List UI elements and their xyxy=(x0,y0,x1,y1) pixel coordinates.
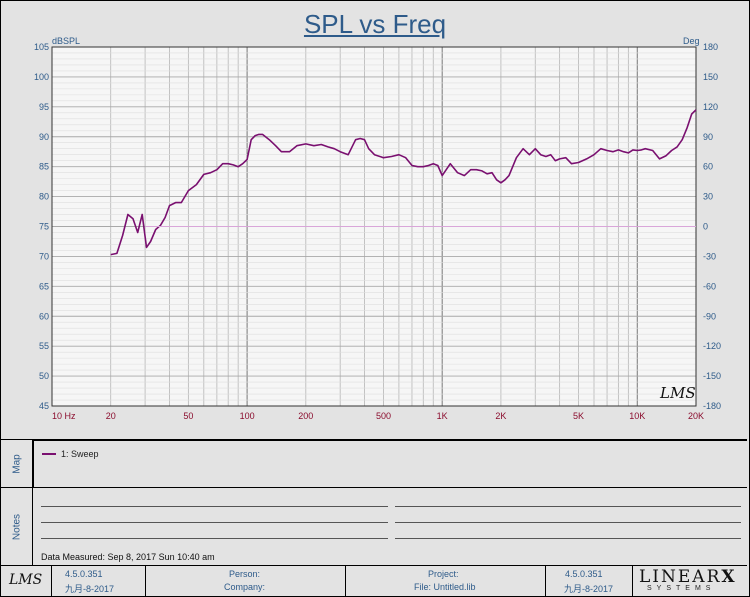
x-tick-label: 10 Hz xyxy=(52,411,76,421)
y-tick-label: 90 xyxy=(39,132,49,142)
footer-logo-cell: LMS xyxy=(1,566,52,596)
y-tick-label: 80 xyxy=(39,192,49,202)
x-tick-label: 20K xyxy=(688,411,704,421)
linearx-logo: LINEARX SYSTEMS xyxy=(633,566,747,596)
legend-swatch xyxy=(42,453,56,455)
y-tick-label: 105 xyxy=(34,42,49,52)
spl-chart: 10 Hz 20 50 100 200 500 1K 2K 5K 10K 20K1051009590… xyxy=(34,36,721,421)
chart-title: SPL vs Freq xyxy=(303,9,447,39)
notes-panel: Notes Data Measured: Sep 8, 2017 Sun 10:… xyxy=(1,487,747,565)
notes-area[interactable]: Data Measured: Sep 8, 2017 Sun 10:40 am xyxy=(33,488,747,565)
footer-version-cell: 4.5.0.351 九月-8-2017 xyxy=(52,566,146,596)
footer-date2: 九月-8-2017 xyxy=(564,584,614,594)
x-tick-label: 500 xyxy=(376,411,391,421)
footer-version2: 4.5.0.351 xyxy=(565,569,603,579)
y-tick-label: 70 xyxy=(39,251,49,261)
footer-version2-cell: 4.5.0.351 九月-8-2017 xyxy=(546,566,633,596)
footer-file: File: Untitled.lib xyxy=(414,582,476,592)
note-line xyxy=(395,538,741,539)
footer-version: 4.5.0.351 xyxy=(65,569,103,579)
y2-tick-label: 180 xyxy=(703,42,718,52)
note-line xyxy=(41,538,388,539)
left-axis-unit: dBSPL xyxy=(52,36,80,46)
y-tick-label: 50 xyxy=(39,371,49,381)
map-panel: Map 1: Sweep xyxy=(1,439,747,487)
y-tick-label: 100 xyxy=(34,72,49,82)
y-tick-label: 45 xyxy=(39,401,49,411)
brand-sub: SYSTEMS xyxy=(647,585,716,592)
note-line xyxy=(395,506,741,507)
x-tick-label: 10K xyxy=(629,411,645,421)
sweep-series-line xyxy=(110,109,697,256)
y2-tick-label: 60 xyxy=(703,162,713,172)
data-measured: Data Measured: Sep 8, 2017 Sun 10:40 am xyxy=(41,552,215,562)
x-tick-label: 200 xyxy=(298,411,313,421)
y2-tick-label: -180 xyxy=(703,401,721,411)
footer-person-cell: Person: Company: xyxy=(146,566,346,596)
y-tick-label: 85 xyxy=(39,162,49,172)
map-area: 1: Sweep xyxy=(33,440,747,487)
notes-side-label: Notes xyxy=(1,488,33,565)
x-tick-label: 20 xyxy=(106,411,116,421)
footer-company: Company: xyxy=(224,582,266,592)
footer-project-cell: Project: File: Untitled.lib xyxy=(346,566,546,596)
footer-bar: LMS 4.5.0.351 九月-8-2017 Person: Company:… xyxy=(1,565,747,596)
y2-tick-label: -30 xyxy=(703,251,716,261)
note-line xyxy=(41,506,388,507)
y2-tick-label: -90 xyxy=(703,311,716,321)
y2-tick-label: 30 xyxy=(703,192,713,202)
y2-tick-label: -60 xyxy=(703,281,716,291)
y-tick-label: 75 xyxy=(39,222,49,232)
y-tick-label: 65 xyxy=(39,281,49,291)
x-tick-label: 2K xyxy=(495,411,506,421)
y-tick-label: 60 xyxy=(39,311,49,321)
right-axis-unit: Deg xyxy=(683,36,700,46)
y-tick-label: 95 xyxy=(39,102,49,112)
footer-lms-logo: LMS xyxy=(9,572,43,588)
footer-project: Project: xyxy=(428,569,459,579)
x-tick-label: 1K xyxy=(437,411,448,421)
brand-mark: X xyxy=(721,567,737,587)
y2-tick-label: -120 xyxy=(703,341,721,351)
x-tick-label: 5K xyxy=(573,411,584,421)
lms-logo: LMS xyxy=(659,384,696,402)
legend-item[interactable]: 1: Sweep xyxy=(42,449,99,459)
y2-tick-label: 150 xyxy=(703,72,718,82)
note-line xyxy=(395,522,741,523)
y2-tick-label: -150 xyxy=(703,371,721,381)
footer-person: Person: xyxy=(229,569,261,579)
x-tick-label: 100 xyxy=(240,411,255,421)
x-tick-label: 50 xyxy=(183,411,193,421)
y2-tick-label: 120 xyxy=(703,102,718,112)
footer-date: 九月-8-2017 xyxy=(65,584,115,594)
y2-tick-label: 0 xyxy=(703,222,708,232)
note-line xyxy=(41,522,388,523)
y2-tick-label: 90 xyxy=(703,132,713,142)
y-tick-label: 55 xyxy=(39,341,49,351)
legend-label: 1: Sweep xyxy=(61,449,99,459)
brand-text: LINEAR xyxy=(639,567,722,587)
map-side-label: Map xyxy=(1,440,33,487)
